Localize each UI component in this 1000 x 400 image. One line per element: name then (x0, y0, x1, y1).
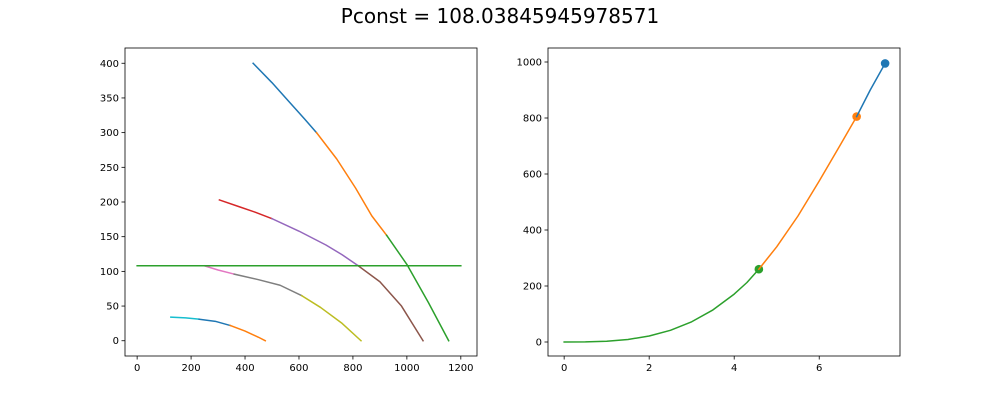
y-tick-label: 350 (100, 93, 119, 104)
x-tick-label: 2 (646, 363, 652, 374)
y-tick-label: 100 (100, 267, 119, 278)
x-tick-label: 6 (816, 363, 822, 374)
series-line-12 (229, 324, 267, 342)
series-line-4 (218, 198, 273, 220)
series-line-3 (385, 234, 450, 342)
series-line-2 (757, 115, 858, 271)
series-line-11 (198, 318, 232, 327)
series-line-7 (203, 264, 236, 276)
y-tick-label: 250 (100, 163, 119, 174)
y-tick-label: 600 (523, 170, 542, 181)
axes-frame (124, 47, 478, 357)
figure-title: Pconst = 108.03845945978571 (340, 4, 660, 28)
axes-2: 0 2 4 6 0 200 400 600 800 1000 (517, 47, 901, 374)
y-tick-label: 200 (523, 282, 542, 293)
x-tick-label: 1200 (448, 363, 473, 374)
series-line-1 (563, 268, 760, 343)
series-line-3 (855, 62, 887, 118)
x-tick-label: 400 (235, 363, 254, 374)
series-line-10 (170, 316, 201, 321)
series-marker-3 (880, 59, 890, 68)
x-tick-label: 4 (731, 363, 737, 374)
x-tick-label: 0 (561, 363, 567, 374)
x-tick-label: 800 (343, 363, 362, 374)
y-tick-label: 1000 (517, 58, 542, 69)
series-line-5 (271, 217, 360, 267)
axes-frame (547, 47, 901, 357)
y-tick-label: 400 (100, 59, 119, 70)
x-tick-label: 1000 (394, 363, 419, 374)
x-tick-label: 600 (289, 363, 308, 374)
series-line-9 (300, 294, 363, 342)
series-line-8 (233, 273, 303, 297)
y-tick-label: 400 (523, 226, 542, 237)
y-tick-label: 800 (523, 114, 542, 125)
axes-1: 0 200 400 600 800 1000 1200 0 50 100 150 200 250 300 3… (100, 47, 478, 374)
x-tick-label: 0 (134, 363, 140, 374)
y-tick-label: 200 (100, 198, 119, 209)
y-tick-label: 50 (106, 302, 119, 313)
y-tick-label: 0 (113, 336, 119, 347)
series-line-6 (357, 264, 425, 342)
series-line-1 (252, 62, 318, 134)
series-line-2 (315, 131, 388, 237)
y-tick-label: 0 (536, 338, 542, 349)
y-tick-label: 300 (100, 128, 119, 139)
y-tick-label: 150 (100, 232, 119, 243)
x-tick-label: 200 (182, 363, 201, 374)
